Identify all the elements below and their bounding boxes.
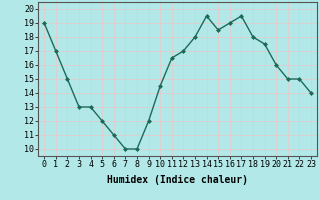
X-axis label: Humidex (Indice chaleur): Humidex (Indice chaleur) (107, 175, 248, 185)
